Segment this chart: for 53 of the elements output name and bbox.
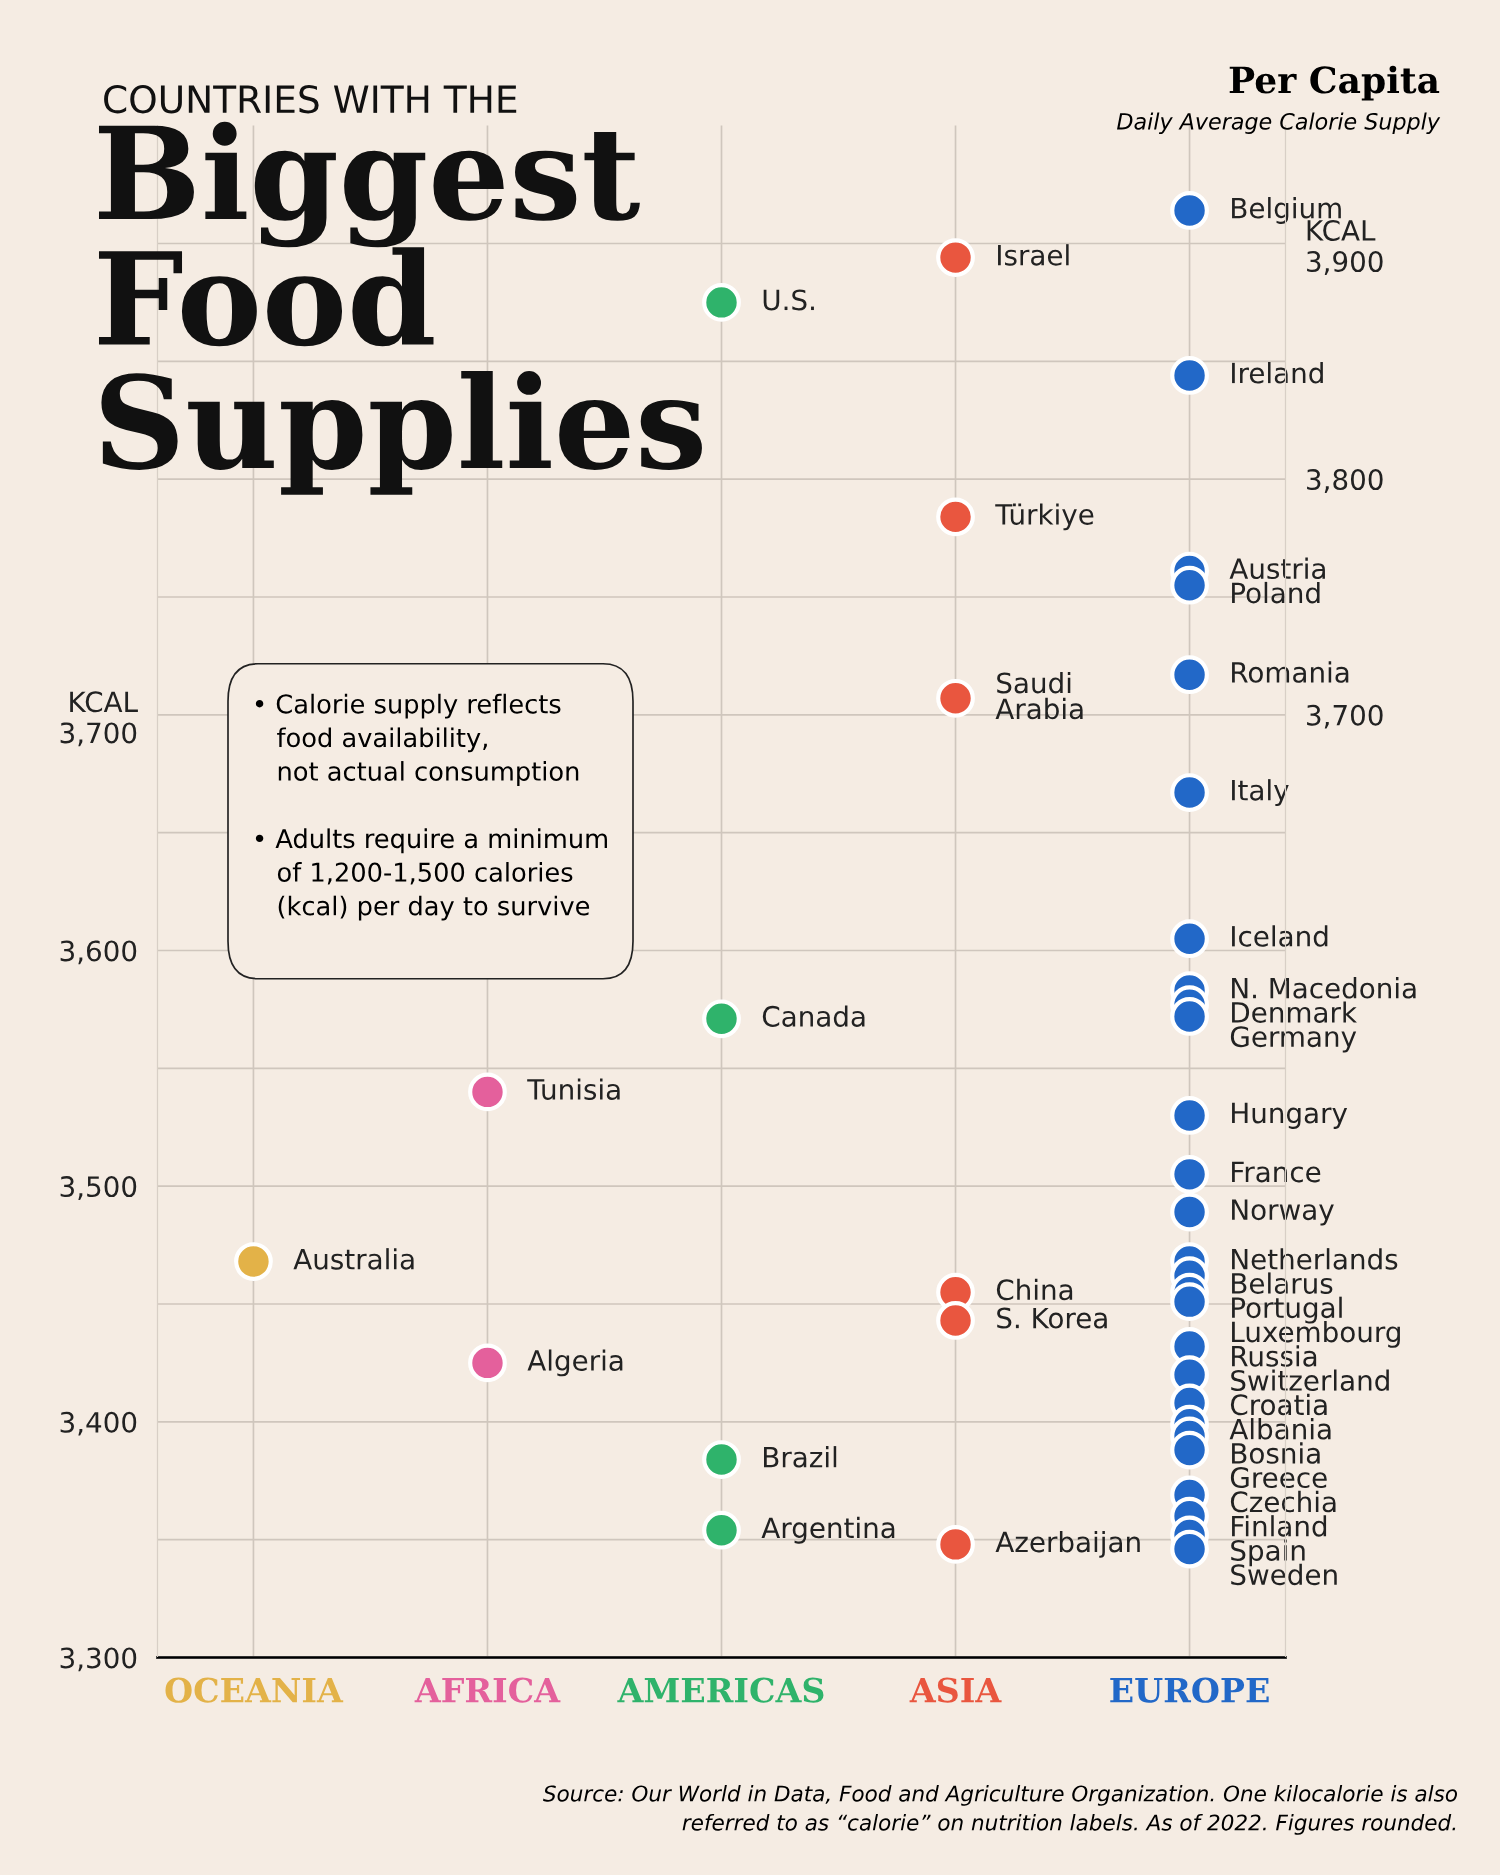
annotation: Algeria [527, 1349, 623, 1377]
annotation: Greece [1230, 1467, 1327, 1489]
annotation: Iceland [1232, 925, 1328, 947]
text: Per Capita [1229, 65, 1440, 101]
y-tick-label: 3,300 [60, 1647, 137, 1672]
annotation: Brazil [764, 1446, 837, 1468]
annotation: Romania [1232, 661, 1349, 683]
annotation: Israel [998, 244, 1069, 266]
x-tick-label: OCEANIA [165, 1677, 344, 1703]
annotation: Italy [1232, 779, 1289, 807]
annotation: Hungary [1232, 1102, 1348, 1129]
annotation: Denmark [1232, 1001, 1357, 1023]
annotation: Azerbaijan [995, 1530, 1140, 1558]
y2-tick-label: 3,800 [1307, 469, 1383, 493]
annotation: Tunisia [527, 1078, 620, 1100]
annotation: Australia [293, 1248, 414, 1270]
y-tick-label: 3,500 [60, 1176, 137, 1200]
annotation: Saudi Arabia [995, 671, 1083, 720]
annotation: Bosnia [1232, 1442, 1320, 1464]
annotation: Poland [1232, 581, 1320, 604]
annotation: Czechia [1230, 1490, 1336, 1513]
annotation: Finland [1232, 1515, 1327, 1537]
annotation: Belarus [1232, 1272, 1333, 1294]
x-tick-label: EUROPE [1110, 1677, 1269, 1703]
annotation: Netherlands [1232, 1248, 1398, 1270]
annotation: Croatia [1230, 1393, 1327, 1416]
y-tick-label: 3,400 [60, 1411, 137, 1436]
annotation: Austria [1229, 557, 1325, 580]
x-tick-label: AFRICA [414, 1677, 561, 1703]
x-tick-label: ASIA [909, 1677, 1002, 1703]
annotation: Ireland [1232, 362, 1323, 384]
annotation: • Adults require a minimum of 1,200-1,500 calories (kcal) per day to survive [255, 828, 607, 921]
annotation: Switzerland [1231, 1369, 1389, 1391]
annotation: Albania [1229, 1418, 1331, 1440]
annotation: Germany [1230, 1026, 1357, 1053]
annotation: • Calorie supply reflects food availability, not actual consumption [255, 693, 579, 786]
chart-subtitle: COUNTRIES WITH THE [104, 85, 517, 114]
annotation: Türkiye [995, 503, 1094, 531]
annotation: Daily Average Calorie Supply [1117, 112, 1441, 135]
x-tick-label: AMERICAS [617, 1677, 824, 1703]
annotation: Canada [762, 1005, 865, 1027]
y-tick-label: 3,600 [60, 940, 137, 965]
annotation: Argentina [761, 1516, 895, 1544]
annotation: Norway [1232, 1199, 1334, 1226]
y-tick-label: KCAL 3,700 [60, 691, 138, 747]
y2-tick-label: 3,700 [1307, 704, 1383, 729]
source-note: Source: Our World in Data, Food and Agriculture Organization. One kilocalorie is also referred to as “calorie” on nutrition labels. As of 2022. Figures rounded. [543, 1785, 1458, 1835]
text: Biggest Food Supplies [98, 121, 702, 495]
annotation: France [1232, 1161, 1321, 1183]
annotation: U.S. [763, 289, 814, 311]
annotation: S. Korea [997, 1307, 1107, 1329]
annotation: N. Macedonia [1232, 977, 1416, 999]
annotation: China [996, 1278, 1073, 1301]
